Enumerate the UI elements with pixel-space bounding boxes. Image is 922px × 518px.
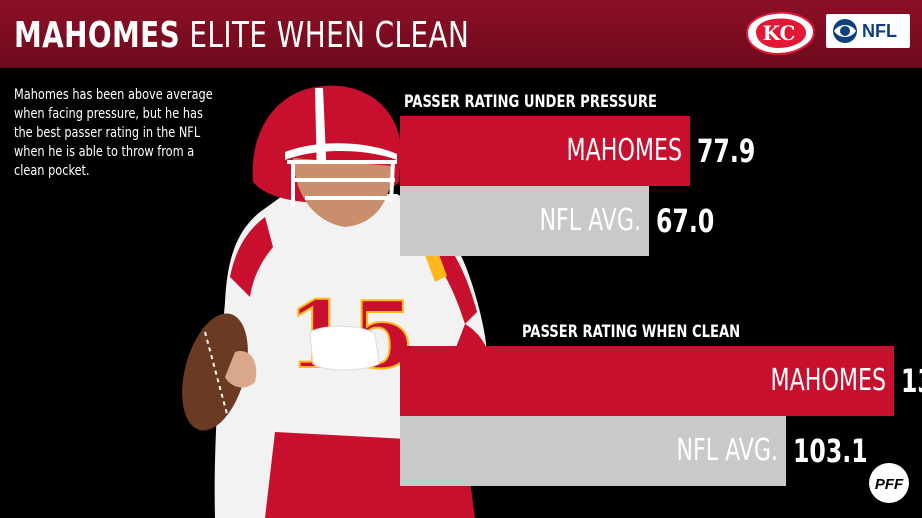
blurb-line: the best passer rating in the NFL — [14, 125, 201, 141]
svg-text:PFF: PFF — [875, 476, 904, 493]
bar-category-label: MAHOMES — [566, 133, 682, 168]
title-light: ELITE WHEN CLEAN — [189, 15, 470, 56]
blurb-line: when facing pressure, but he has — [14, 106, 203, 122]
bar-value-label: 131.5 — [901, 362, 922, 400]
bar-value-label: 77.9 — [697, 132, 756, 170]
description-text: Mahomes has been above average when faci… — [14, 86, 246, 181]
blurb-line: clean pocket. — [14, 163, 90, 179]
svg-text:KC: KC — [763, 21, 796, 45]
cbs-nfl-logo: NFL — [826, 14, 910, 48]
bar-pressure-mahomes — [400, 116, 690, 186]
bar-value-label: 103.1 — [793, 432, 868, 470]
title-strong: MAHOMES — [14, 15, 181, 56]
bar-value-label: 67.0 — [656, 202, 715, 240]
bar-pressure-nfl-avg — [400, 186, 649, 256]
cbs-eye-icon — [833, 19, 857, 43]
page-title: MAHOMES ELITE WHEN CLEAN — [14, 14, 469, 58]
chart-title-pressure: PASSER RATING UNDER PRESSURE — [404, 92, 658, 112]
bar-category-label: NFL AVG. — [676, 433, 778, 468]
bar-clean-mahomes — [400, 346, 894, 416]
chart-title-clean: PASSER RATING WHEN CLEAN — [522, 322, 741, 342]
header-banner: MAHOMES ELITE WHEN CLEAN KC NFL — [0, 0, 922, 68]
bar-clean-nfl-avg — [400, 416, 786, 486]
bar-category-label: NFL AVG. — [539, 203, 641, 238]
bar-category-label: MAHOMES — [770, 363, 886, 398]
kc-chiefs-logo-icon: KC — [745, 11, 816, 56]
blurb-line: when he is able to throw from a — [14, 144, 195, 160]
pff-logo-icon: PFF — [869, 463, 909, 503]
blurb-line: Mahomes has been above average — [14, 87, 213, 103]
nfl-text: NFL — [862, 21, 897, 41]
